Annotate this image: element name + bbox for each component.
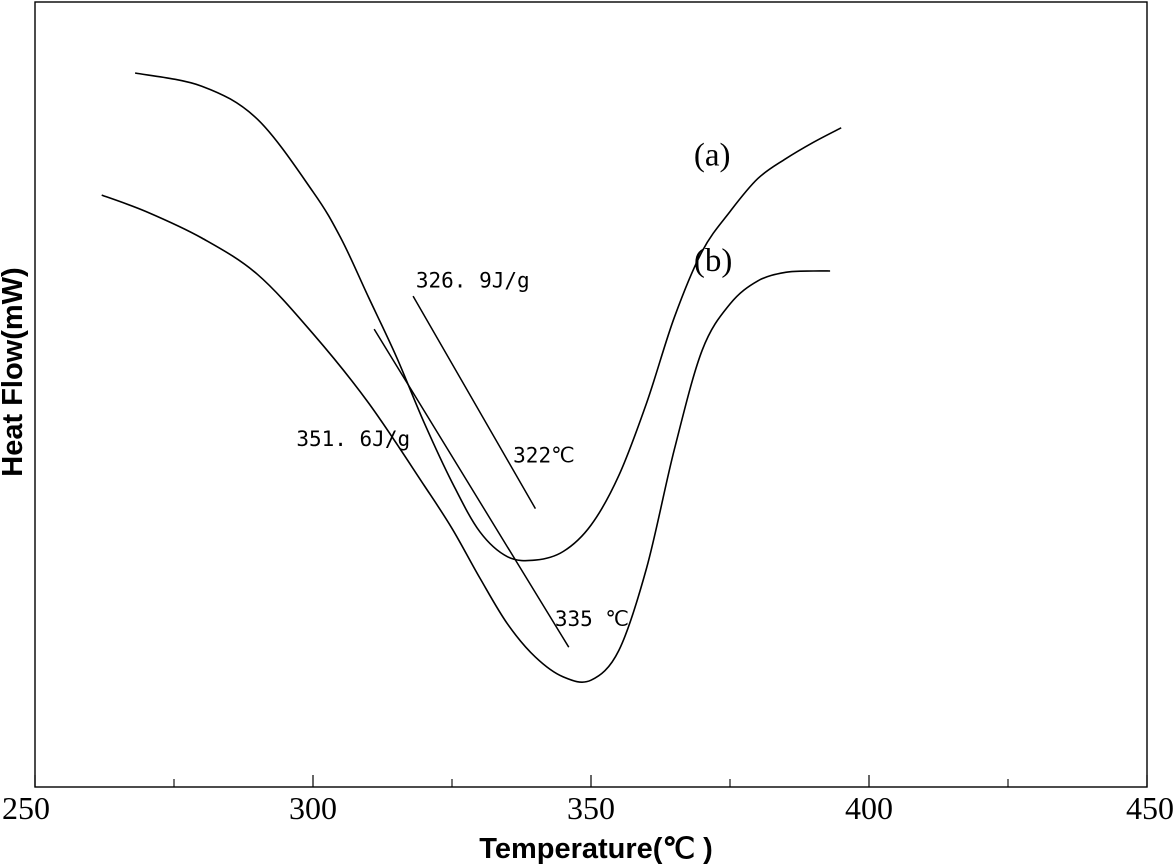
x-tick-label: 350 [567, 790, 615, 826]
plot-frame [34, 1, 1148, 788]
series-curve-a [134, 72, 842, 562]
x-tick-label: 400 [845, 790, 893, 826]
series-label: (a) [694, 137, 731, 173]
annotation-label: 322℃ [513, 443, 575, 467]
series-curve-b [101, 194, 831, 683]
annotations: 326. 9J/g 322℃ 351. 6J/g 335 ℃ (a) (b) [296, 137, 732, 631]
x-axis-tick-labels: 250 300 350 400 450 [2, 790, 1174, 826]
annotation-label: 335 ℃ [555, 607, 629, 631]
series-label: (b) [694, 243, 732, 279]
x-tick-label: 300 [289, 790, 337, 826]
y-axis-title: Heat Flow(mW) [0, 267, 29, 476]
x-axis-title: Temperature(℃ ) [479, 833, 712, 864]
tangent-line-b [373, 328, 570, 648]
annotation-label: 326. 9J/g [416, 269, 530, 293]
annotation-label: 351. 6J/g [296, 427, 410, 451]
x-tick-label: 450 [1126, 790, 1174, 826]
curves [101, 72, 842, 683]
x-axis-ticks [34, 775, 1148, 787]
tangent-line-a [412, 295, 537, 509]
plot-border [34, 1, 1148, 788]
x-tick-label: 250 [2, 790, 50, 826]
